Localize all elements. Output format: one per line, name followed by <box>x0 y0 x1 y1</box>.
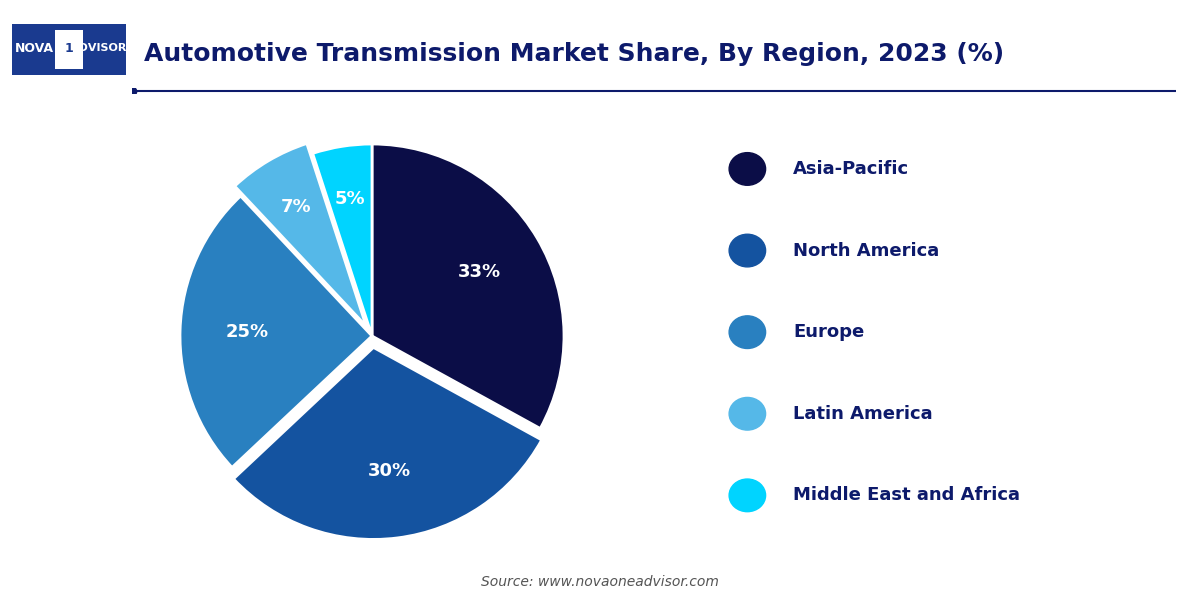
Text: 5%: 5% <box>335 190 366 208</box>
Wedge shape <box>372 144 564 428</box>
Text: NOVA: NOVA <box>16 42 54 55</box>
Circle shape <box>730 479 766 512</box>
Wedge shape <box>234 347 541 539</box>
Circle shape <box>730 397 766 430</box>
FancyBboxPatch shape <box>55 30 83 69</box>
Text: 25%: 25% <box>226 323 269 341</box>
Text: ADVISOR: ADVISOR <box>71 43 127 53</box>
FancyBboxPatch shape <box>12 24 126 75</box>
Wedge shape <box>180 196 372 467</box>
Text: 30%: 30% <box>367 462 410 480</box>
Text: Europe: Europe <box>793 323 864 341</box>
Text: Automotive Transmission Market Share, By Region, 2023 (%): Automotive Transmission Market Share, By… <box>144 42 1004 66</box>
Text: Asia-Pacific: Asia-Pacific <box>793 160 910 178</box>
Text: 1: 1 <box>65 42 73 55</box>
Circle shape <box>730 152 766 185</box>
Wedge shape <box>235 143 366 326</box>
Circle shape <box>730 234 766 267</box>
Text: 33%: 33% <box>458 263 500 281</box>
Text: North America: North America <box>793 242 940 260</box>
Text: Middle East and Africa: Middle East and Africa <box>793 487 1020 505</box>
Circle shape <box>730 316 766 349</box>
Text: 7%: 7% <box>281 198 311 216</box>
Text: Latin America: Latin America <box>793 405 932 423</box>
Wedge shape <box>313 144 372 336</box>
Text: Source: www.novaoneadvisor.com: Source: www.novaoneadvisor.com <box>481 575 719 589</box>
